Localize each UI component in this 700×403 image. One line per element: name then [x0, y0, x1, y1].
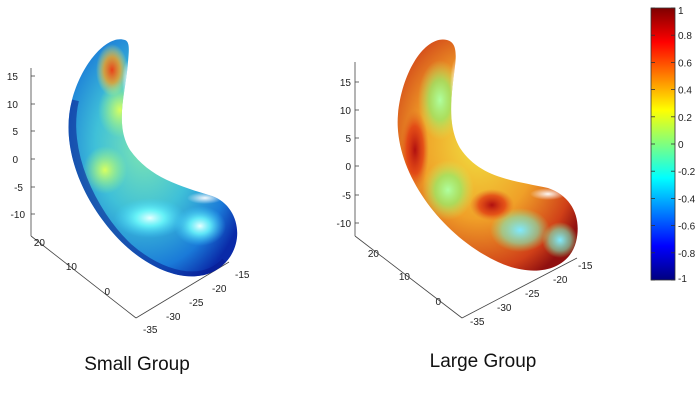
colorbar-ticks: 1 0.8 0.6 0.4 0.2 0 -0.2 -0.4 -0.6 -0.8 -1: [651, 6, 696, 285]
colorbar: 1 0.8 0.6 0.4 0.2 0 -0.2 -0.4 -0.6 -0.8 -1: [650, 6, 696, 285]
colorbar-tick-label: -0.6: [678, 222, 696, 233]
colorbar-tick-label: 0.8: [678, 31, 692, 42]
axes-frame: [354, 62, 578, 319]
caption-small-group: Small Group: [84, 354, 190, 375]
z-tick-label: 15: [7, 72, 19, 83]
surface-large-group: [397, 39, 578, 271]
x-tick-label: -15: [235, 270, 250, 281]
z-tick-label: 15: [340, 78, 352, 89]
x-tick-label: -25: [525, 289, 540, 300]
x-tick-label: -30: [166, 312, 181, 323]
z-axis-labels: 15 10 5 0 -5 -10: [337, 78, 352, 230]
y-tick-label: 10: [399, 272, 411, 283]
z-tick-label: 5: [345, 134, 351, 145]
z-tick-label: 10: [340, 106, 352, 117]
colorbar-tick-label: 1: [678, 6, 684, 17]
x-tick-label: -20: [212, 284, 227, 295]
colorbar-tick-label: 0.6: [678, 58, 692, 69]
plot-large-group: 15 10 5 0 -5 -10 20 10 0 -35 -30 -25 -20…: [337, 39, 593, 372]
x-tick-label: -25: [189, 298, 204, 309]
x-tick-label: -35: [143, 325, 158, 336]
z-tick-label: -5: [342, 191, 351, 202]
x-tick-label: -30: [497, 303, 512, 314]
x-tick-label: -35: [470, 317, 485, 328]
colorbar-tick-label: 0.2: [678, 113, 692, 124]
plot-small-group: 15 10 5 0 -5 -10 20 10 0 -35 -30 -25 -20…: [7, 39, 250, 375]
colorbar-tick-label: -1: [678, 274, 687, 285]
colorbar-tick-label: -0.2: [678, 167, 696, 178]
colorbar-tick-label: -0.4: [678, 194, 696, 205]
z-tick-label: -10: [11, 210, 26, 221]
y-axis-labels: 20 10 0: [368, 249, 442, 308]
x-axis-labels: -35 -30 -25 -20 -15: [143, 270, 250, 336]
z-tick-label: 5: [12, 127, 18, 138]
z-axis-ticks: [355, 81, 359, 224]
y-tick-label: 20: [34, 238, 46, 249]
y-tick-label: 0: [435, 297, 441, 308]
x-axis-labels: -35 -30 -25 -20 -15: [470, 261, 593, 328]
z-axis-labels: 15 10 5 0 -5 -10: [7, 72, 26, 221]
x-tick-label: -15: [578, 261, 593, 272]
z-tick-label: -10: [337, 219, 352, 230]
colorbar-tick-label: -0.8: [678, 249, 696, 260]
z-tick-label: 0: [345, 162, 351, 173]
z-tick-label: 10: [7, 100, 19, 111]
y-tick-label: 20: [368, 249, 380, 260]
x-tick-label: -20: [553, 275, 568, 286]
y-tick-label: 0: [104, 287, 110, 298]
z-tick-label: -5: [14, 183, 23, 194]
z-axis-ticks: [31, 75, 35, 215]
colorbar-tick-label: 0: [678, 140, 684, 151]
colorbar-tick-label: 0.4: [678, 86, 692, 97]
surface-small-group: [68, 39, 238, 277]
caption-large-group: Large Group: [430, 351, 537, 372]
y-tick-label: 10: [66, 262, 78, 273]
z-tick-label: 0: [12, 155, 18, 166]
y-axis-labels: 20 10 0: [34, 238, 111, 298]
